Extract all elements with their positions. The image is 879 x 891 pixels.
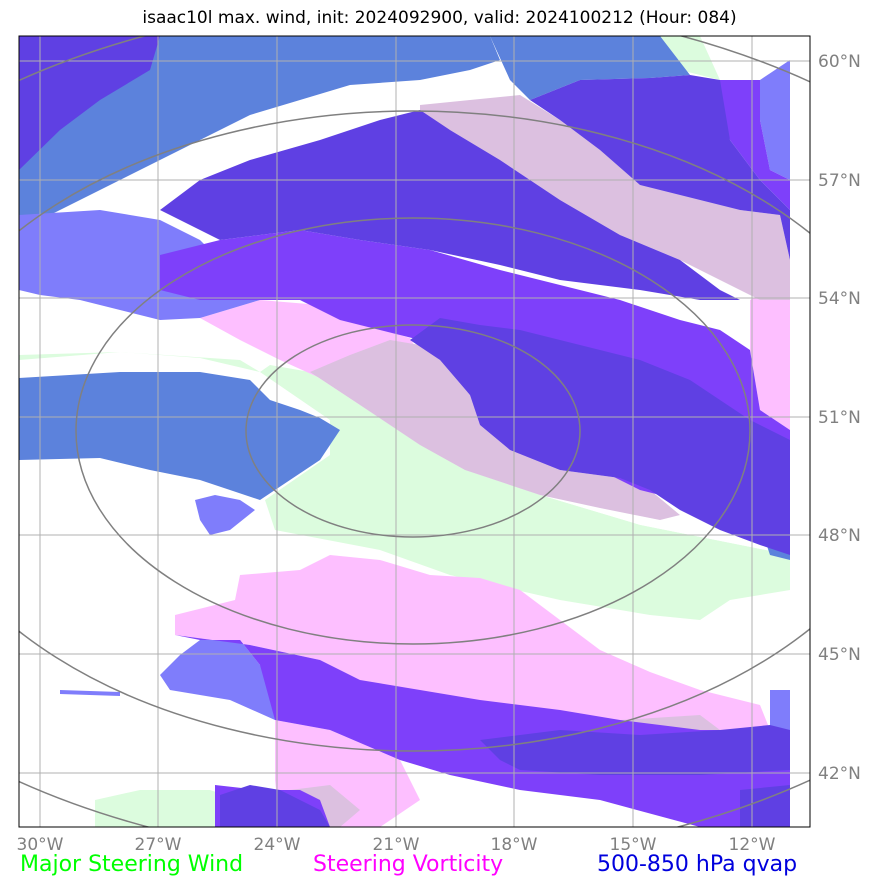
latitude-labels: 60°N 57°N 54°N 51°N 48°N 45°N 42°N xyxy=(818,52,861,784)
longitude-tick-label: 30°W xyxy=(17,835,64,855)
longitude-tick-label: 18°W xyxy=(491,835,538,855)
indigo-area-southwest xyxy=(220,785,330,827)
map-title: isaac10l max. wind, init: 2024092900, va… xyxy=(142,8,737,28)
latitude-tick-label: 51°N xyxy=(818,408,861,428)
range-rings xyxy=(19,36,810,827)
latitude-tick-label: 48°N xyxy=(818,526,861,546)
longitude-tick-label: 27°W xyxy=(135,835,182,855)
longitude-tick-label: 12°W xyxy=(729,835,776,855)
periwinkle-area-streak xyxy=(60,690,120,696)
latitude-tick-label: 57°N xyxy=(818,171,861,191)
field-layers xyxy=(19,36,790,827)
indigo-area-center xyxy=(410,318,790,555)
legend-major-steering-wind: Major Steering Wind xyxy=(20,852,244,877)
longitude-tick-label: 21°W xyxy=(373,835,420,855)
range-ring-middle xyxy=(75,217,751,645)
periwinkle-area-northeast xyxy=(760,60,790,180)
steel-blue-area-north xyxy=(19,36,500,220)
light-green-area-south xyxy=(95,790,250,827)
mauve-area-north xyxy=(420,95,790,300)
indigo-area-north-band xyxy=(160,110,740,300)
map-frame xyxy=(18,35,811,828)
latitude-tick-label: 45°N xyxy=(818,645,861,665)
latitude-tick-label: 54°N xyxy=(818,289,861,309)
legend-qvap: 500-850 hPa qvap xyxy=(597,852,798,877)
light-pink-area-south xyxy=(175,555,770,730)
longitude-labels: 30°W 27°W 24°W 21°W 18°W 15°W 12°W xyxy=(17,835,776,855)
violet-area-northeast xyxy=(710,80,790,210)
indigo-area-northeast xyxy=(530,75,790,260)
light-green-area-center xyxy=(270,365,790,590)
longitude-tick-label: 15°W xyxy=(610,835,657,855)
legend-steering-vorticity: Steering Vorticity xyxy=(313,852,504,877)
steel-blue-area-northeast xyxy=(490,36,690,100)
periwinkle-area-small-patch xyxy=(195,495,255,535)
indigo-area-northwest xyxy=(19,36,160,170)
longitude-tick-label: 24°W xyxy=(254,835,301,855)
range-ring-inner xyxy=(245,324,581,538)
latitude-tick-label: 42°N xyxy=(818,764,861,784)
latitude-tick-label: 60°N xyxy=(818,52,861,72)
graticule xyxy=(19,36,810,827)
mauve-area-center xyxy=(310,340,680,520)
range-ring-outer xyxy=(19,110,810,752)
light-pink-area-east xyxy=(750,280,790,430)
violet-area-south-band xyxy=(175,635,790,827)
periwinkle-area-south xyxy=(160,640,280,720)
steel-blue-area-west xyxy=(19,372,340,500)
